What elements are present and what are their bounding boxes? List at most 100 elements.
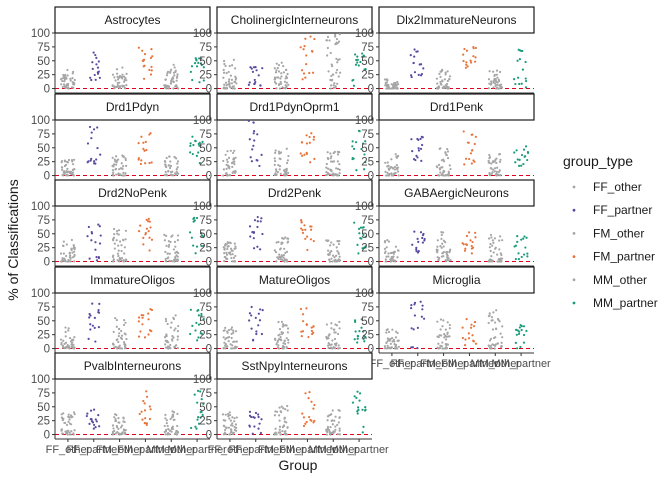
data-point-fm-other (274, 151, 277, 154)
data-point-mm-other (337, 421, 340, 424)
data-point-fm-other (114, 317, 117, 320)
data-point-mm-other (491, 328, 495, 331)
data-point-ff-partner (97, 60, 100, 63)
data-point-fm-other (281, 344, 285, 348)
data-point-ff-other (229, 428, 233, 431)
data-point-fm-partner (143, 409, 147, 412)
data-point-mm-other (167, 256, 170, 259)
data-point-mm-partner (522, 162, 525, 166)
data-point-fm-other (285, 76, 289, 80)
data-point-mm-other (489, 259, 492, 262)
data-point-mm-partner (200, 234, 203, 237)
data-point-mm-other (494, 327, 498, 331)
data-point-fm-other (287, 338, 290, 342)
data-point-ff-other (389, 251, 392, 255)
data-point-mm-other (167, 427, 170, 431)
data-point-fm-partner (464, 247, 467, 250)
data-point-mm-partner (355, 169, 358, 172)
data-point-mm-partner (198, 57, 201, 60)
data-point-fm-other (275, 168, 278, 171)
data-point-mm-other (325, 433, 328, 436)
x-tick-label: FM_partner (441, 358, 498, 370)
data-point-fm-other (277, 83, 281, 87)
data-point-mm-other (494, 87, 498, 90)
data-point-fm-other (280, 82, 283, 85)
data-point-ff-other (224, 419, 227, 422)
data-point-fm-partner (471, 240, 474, 244)
data-point-ff-other (68, 418, 71, 421)
data-point-fm-other (112, 343, 115, 346)
data-point-fm-other (442, 160, 446, 163)
data-point-mm-other (328, 173, 331, 176)
data-point-ff-other (393, 250, 396, 253)
data-point-ff-other (234, 330, 238, 333)
data-point-mm-partner (522, 237, 525, 240)
facet-title: Drd1PdynOprm1 (249, 100, 339, 114)
data-point-ff-other (228, 64, 231, 68)
y-tick-label: 25 (361, 70, 374, 82)
data-point-fm-other (443, 333, 446, 336)
data-point-ff-partner (98, 225, 101, 228)
data-point-fm-other (117, 254, 120, 258)
data-point-ff-other (67, 329, 70, 332)
data-point-ff-other (66, 173, 69, 176)
data-point-ff-partner (412, 328, 415, 331)
data-point-ff-other (386, 79, 389, 82)
data-point-mm-partner (516, 240, 519, 243)
data-point-mm-partner (197, 151, 200, 154)
data-point-ff-partner (410, 306, 413, 310)
data-point-ff-other (387, 164, 390, 167)
data-point-fm-other (122, 155, 125, 158)
data-point-mm-partner (520, 255, 523, 259)
data-point-ff-partner (253, 139, 256, 142)
data-point-mm-other (328, 430, 331, 433)
facet-strip (54, 179, 211, 207)
data-point-fm-other (273, 249, 276, 252)
data-point-ff-other (65, 254, 68, 258)
data-point-ff-partner (97, 414, 100, 417)
data-point-ff-other (61, 168, 64, 171)
data-point-mm-other (337, 242, 341, 246)
y-tick-label: 25 (199, 243, 212, 255)
data-point-ff-partner (247, 83, 250, 86)
data-point-fm-other (277, 240, 280, 244)
data-point-ff-partner (88, 257, 91, 260)
data-point-mm-other (175, 250, 178, 253)
data-point-mm-partner (199, 62, 203, 65)
data-point-ff-partner (260, 332, 264, 336)
data-point-fm-other (285, 161, 289, 165)
data-point-mm-other (174, 174, 178, 177)
data-point-mm-other (498, 239, 501, 242)
data-point-fm-partner (142, 58, 146, 61)
data-point-ff-other (72, 411, 76, 414)
data-point-ff-other (62, 339, 65, 342)
data-point-mm-partner (197, 142, 200, 146)
data-point-ff-other (390, 346, 393, 349)
data-point-ff-other (233, 242, 236, 245)
data-point-fm-other (117, 249, 120, 252)
data-point-mm-other (164, 170, 167, 174)
data-point-fm-partner (470, 149, 474, 152)
data-point-mm-other (175, 433, 179, 436)
data-point-fm-partner (304, 237, 307, 240)
data-point-fm-partner (467, 231, 471, 234)
data-point-ff-other (227, 70, 230, 74)
data-point-ff-other (393, 343, 396, 346)
data-point-fm-other (112, 171, 115, 174)
data-point-ff-other (64, 330, 67, 334)
legend-label: FM_other (593, 226, 644, 240)
data-point-ff-other (67, 158, 71, 162)
data-point-mm-partner (198, 162, 201, 165)
facet-title: Drd1Pdyn (106, 100, 159, 114)
data-point-ff-partner (96, 146, 99, 150)
data-point-fm-partner (465, 63, 468, 66)
data-point-mm-other (493, 160, 496, 163)
y-tick-label: 25 (37, 416, 50, 428)
facet-title: Dlx2ImmatureNeurons (396, 13, 516, 27)
data-point-fm-partner (474, 236, 477, 239)
data-point-fm-other (278, 406, 281, 409)
data-point-fm-other (117, 244, 120, 247)
y-tick-label: 25 (199, 416, 212, 428)
data-point-ff-other (383, 241, 387, 244)
